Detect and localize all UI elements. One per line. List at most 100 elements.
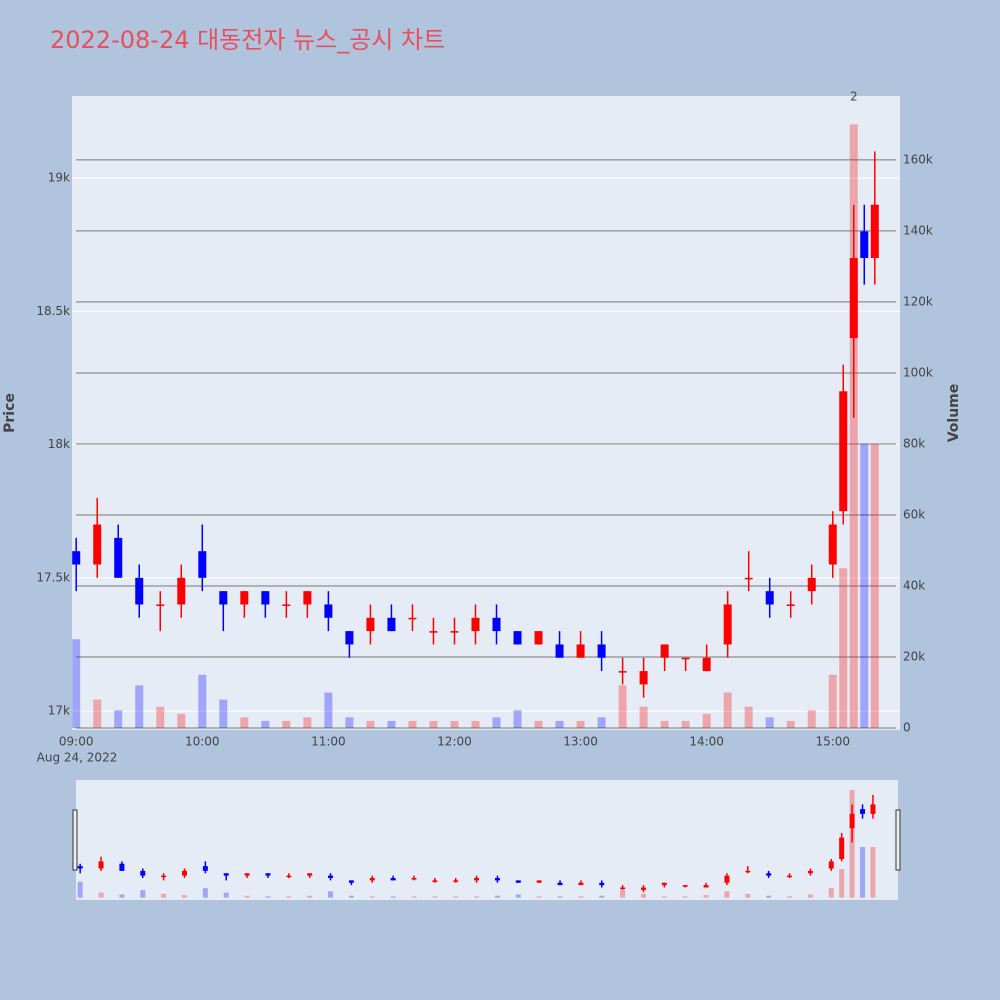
candle-body	[202, 866, 208, 871]
volume-bar	[639, 706, 648, 729]
volume-bar	[474, 896, 480, 898]
y2-tick-label: 160k	[903, 152, 933, 166]
candle-body	[536, 880, 542, 883]
candle-body	[555, 644, 564, 658]
volume-bar	[702, 713, 711, 729]
y-tick-label: 19k	[48, 171, 70, 185]
candle-body	[660, 644, 669, 658]
candle-body	[661, 882, 667, 886]
candle-body	[828, 861, 834, 869]
candle-body	[93, 524, 102, 565]
volume-bar	[765, 717, 774, 729]
volume-bar	[453, 896, 459, 898]
y2-tick-label: 140k	[903, 223, 933, 237]
volume-bar	[513, 710, 522, 729]
volume-bar	[807, 710, 816, 729]
volume-bar	[534, 720, 543, 729]
candle-body	[515, 880, 521, 883]
volume-bar	[766, 895, 772, 898]
candle-body	[849, 813, 855, 829]
candle-body	[744, 577, 753, 580]
volume-bar	[390, 896, 396, 898]
volume-bar	[870, 443, 879, 729]
volume-bar	[135, 685, 144, 729]
volume-bar	[303, 717, 312, 729]
candle-body	[265, 873, 271, 876]
volume-bar	[536, 896, 542, 898]
candle-body	[724, 875, 730, 883]
volume-bar	[223, 892, 229, 898]
volume-bar	[432, 896, 438, 898]
candle-body	[860, 231, 869, 259]
candle-body	[599, 882, 605, 886]
candle-body	[578, 882, 584, 886]
volume-bar	[345, 717, 354, 729]
volume-bar	[578, 896, 584, 898]
volume-bar	[860, 443, 869, 729]
candle-body	[286, 875, 292, 878]
candle-body	[135, 577, 144, 605]
volume-bar	[599, 895, 605, 898]
candle-body	[244, 873, 250, 876]
volume-bar	[156, 706, 165, 729]
y2-axis-title: Volume	[946, 384, 962, 443]
volume-bar	[328, 891, 334, 898]
candle-body	[219, 591, 228, 605]
slider-handle	[72, 809, 78, 871]
candle-body	[408, 617, 417, 620]
y-tick-label: 17k	[48, 704, 70, 718]
candle-body	[681, 657, 690, 660]
candle-body	[576, 644, 585, 658]
volume-bar	[471, 720, 480, 729]
x-tick-label: 12:00	[437, 735, 472, 749]
candle-body	[411, 878, 417, 880]
volume-bar	[429, 720, 438, 729]
volume-bar	[140, 890, 146, 898]
volume-bar	[860, 847, 866, 898]
candle-body	[261, 591, 270, 605]
plot-area	[72, 96, 900, 730]
volume-bar	[515, 894, 521, 898]
candle-body	[223, 873, 229, 876]
candle-body	[639, 671, 648, 685]
volume-bar	[620, 890, 626, 898]
x-tick-label: 09:00	[59, 735, 94, 749]
candle-body	[765, 591, 774, 605]
volume-bar	[265, 896, 271, 898]
volume-bar	[411, 896, 417, 898]
candle-body	[240, 591, 249, 605]
candle-body	[348, 880, 354, 883]
volume-bar	[244, 895, 250, 898]
candle-body	[807, 870, 813, 874]
candle-body	[474, 878, 480, 881]
volume-bar	[219, 699, 228, 729]
candle-body	[303, 591, 312, 605]
candle-body	[307, 873, 313, 876]
candle-body	[453, 880, 459, 882]
volume-bar	[787, 896, 793, 898]
annotation: 2	[850, 90, 858, 104]
y2-tick-label: 120k	[903, 294, 933, 308]
candle-body	[682, 885, 688, 887]
candle-body	[839, 837, 845, 860]
volume-bar	[369, 896, 375, 898]
volume-bar	[555, 720, 564, 729]
candle-body	[429, 631, 438, 633]
candle-body	[807, 577, 816, 592]
y2-tick-label: 20k	[903, 649, 925, 663]
candle-body	[369, 878, 375, 881]
volume-bar	[261, 720, 270, 729]
y2-tick-label: 80k	[903, 436, 925, 450]
volume-bar	[494, 895, 500, 898]
candle-body	[494, 878, 500, 881]
candle-body	[387, 617, 396, 632]
volume-bar	[849, 790, 855, 898]
volume-bar	[828, 888, 834, 898]
x-tick-label: 10:00	[185, 735, 220, 749]
candle-body	[72, 551, 81, 565]
candle-body	[766, 873, 772, 876]
candle-body	[119, 863, 125, 871]
candle-body	[471, 617, 480, 632]
candle-body	[745, 870, 751, 873]
volume-bar	[366, 720, 375, 729]
